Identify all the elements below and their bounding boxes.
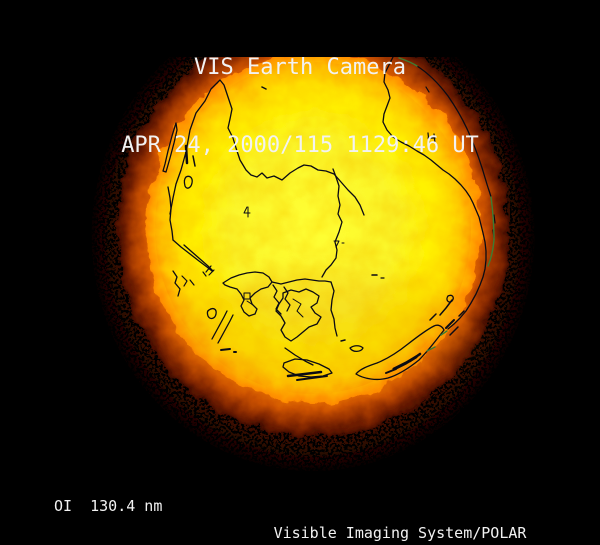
coastline-path (296, 375, 328, 381)
credits: Visible Imaging System/POLAR The Univers… (248, 491, 552, 545)
coastline-path (192, 155, 196, 167)
coastline-path (183, 175, 193, 189)
coastline-path (355, 324, 445, 381)
coastline-path (206, 307, 217, 320)
coastline-overlay (162, 56, 496, 381)
coastline-path (181, 275, 195, 287)
coastline-path (286, 370, 323, 378)
coastline-path (425, 86, 436, 144)
image-title: VIS Earth Camera (194, 55, 406, 80)
coastline-path (292, 298, 304, 318)
wavelength-label: OI 130.4 nm (54, 497, 163, 515)
earth-glow (85, 0, 541, 478)
coastline-path (349, 345, 364, 353)
terminator-coastline-overlay (398, 57, 495, 352)
coastline-path (243, 206, 251, 218)
coastline-path (429, 310, 465, 336)
terminator-segment (426, 330, 448, 352)
image-timestamp: APR 24, 2000/115 1129:46 UT (121, 133, 479, 158)
coastline-path (282, 358, 333, 378)
coastline-path (385, 368, 397, 374)
coastline-path (340, 339, 346, 342)
coastline-path (333, 240, 345, 248)
coastline-path (330, 281, 338, 337)
coastline-path (446, 294, 454, 303)
coastline-path (445, 319, 455, 329)
top-frame-clip (0, 0, 600, 57)
coastline-path (220, 348, 237, 353)
terminator-segment (398, 57, 418, 67)
coastline-path (275, 288, 322, 342)
coastline-path (408, 352, 422, 363)
coastline-path (271, 278, 332, 285)
header: VIS Earth Camera APR 24, 2000/115 1129:4… (0, 3, 600, 211)
coastline-path (202, 265, 215, 277)
coastline-path (162, 122, 178, 173)
coastline-path (172, 270, 181, 297)
coastline-path (284, 347, 314, 366)
coastline-path (321, 168, 343, 278)
coastline-path (416, 65, 492, 198)
coastline-path (243, 292, 254, 306)
coastline-path (261, 86, 378, 276)
coastline-path (382, 56, 487, 330)
credit-line-1: Visible Imaging System/POLAR (273, 524, 527, 542)
coastline-path (169, 79, 365, 216)
terminator-segment (487, 196, 495, 267)
coastline-path (172, 239, 213, 272)
coastline-path (167, 186, 174, 241)
coastline-path (217, 314, 234, 344)
coastline-path (184, 144, 189, 165)
coastline-path (222, 271, 273, 317)
coastline-path (211, 310, 228, 340)
